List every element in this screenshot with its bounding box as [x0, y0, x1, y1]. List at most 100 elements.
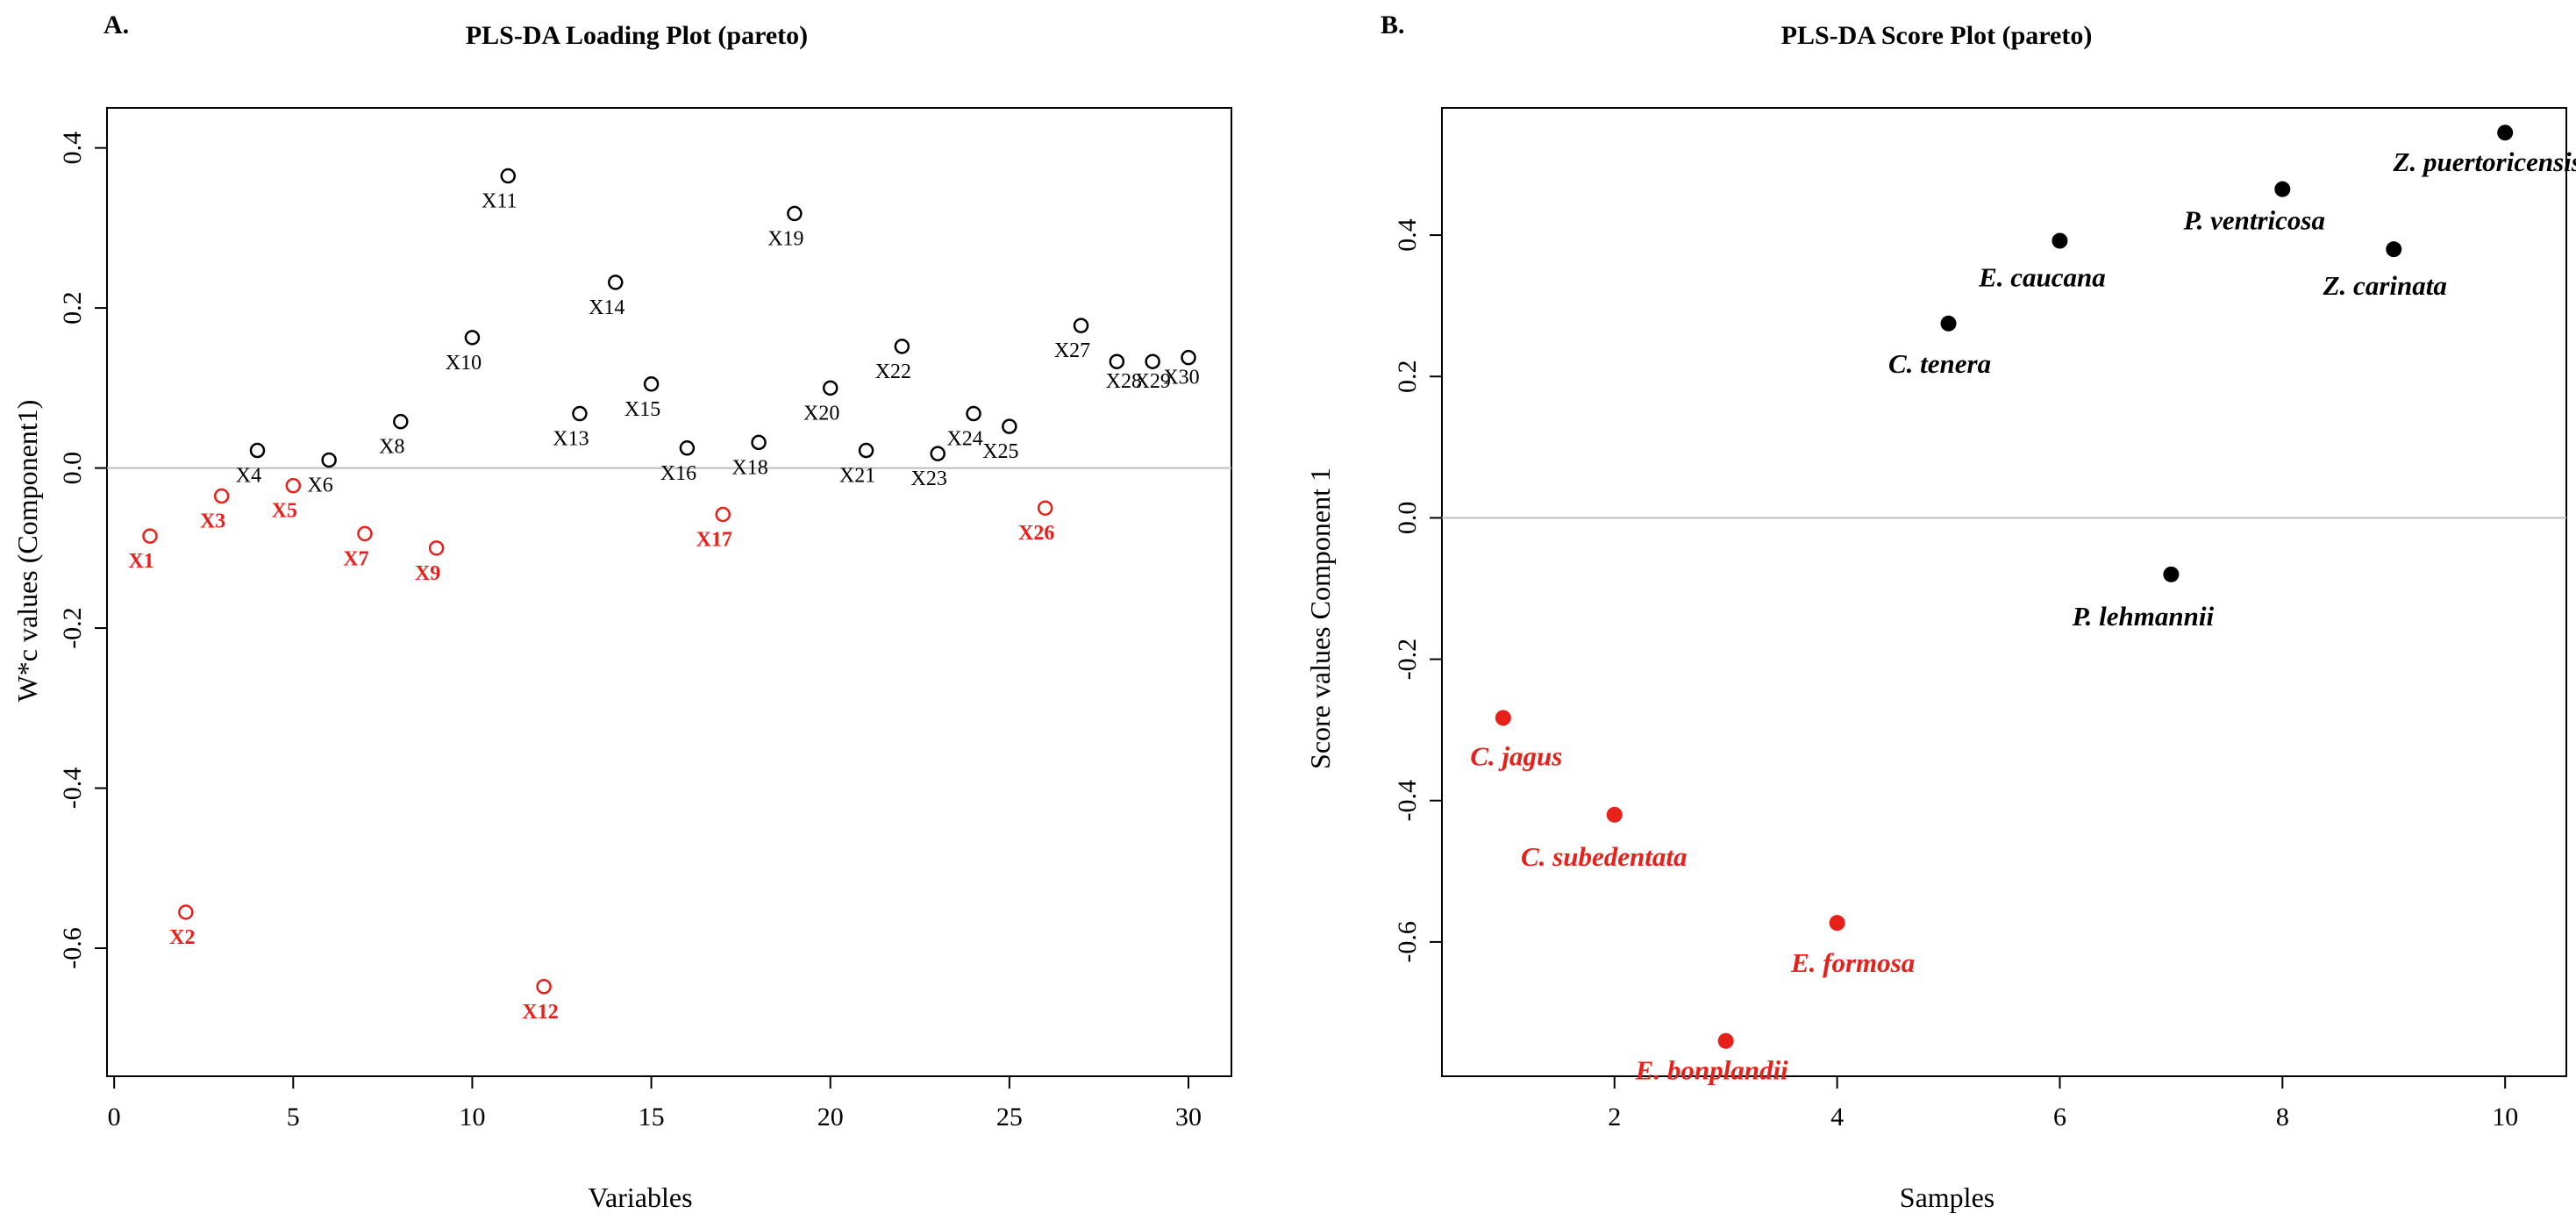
- score-plot-frame: [1441, 107, 2567, 1077]
- loading-plot-point-label: X12: [522, 1001, 558, 1024]
- loading-plot-point-label: X18: [731, 456, 767, 479]
- loading-plot-point: [1109, 353, 1125, 369]
- loading-plot-y-axis-label: W*c values (Component1): [11, 400, 43, 703]
- loading-plot-title: PLS-DA Loading Plot (pareto): [466, 21, 808, 50]
- score-plot-point-label: P. lehmannii: [2072, 601, 2215, 632]
- loading-plot-point: [536, 979, 552, 995]
- loading-plot-point: [357, 525, 373, 542]
- score-plot-point-label: C. subedentata: [1521, 841, 1687, 872]
- score-plot-point-label: C. tenera: [1888, 348, 1991, 379]
- loading-plot-point: [822, 380, 838, 396]
- score-plot-point-label: C. jagus: [1470, 740, 1562, 771]
- panel-b-letter: B.: [1381, 11, 1405, 39]
- loading-plot-point-label: X5: [272, 500, 297, 523]
- loading-plot-panel: A. PLS-DA Loading Plot (pareto) Variable…: [11, 11, 1232, 1213]
- loading-plot-axes: 0 5 10 15 20 25 30 -0.6 -0.4 -0.2 0.0 0.2 0.4: [58, 132, 1231, 1132]
- loading-plot-point-label: X2: [169, 926, 195, 949]
- loading-plot-point-label: X6: [307, 474, 332, 496]
- score-plot-x-tick-label: 4: [1830, 1103, 1844, 1132]
- loading-plot-point: [572, 405, 588, 422]
- score-plot-x-axis-label: Samples: [1900, 1182, 1994, 1213]
- loading-plot-point: [608, 275, 624, 290]
- loading-plot-point: [321, 452, 337, 468]
- loading-plot-x-tick-label: 30: [1175, 1103, 1202, 1132]
- loading-plot-point: [930, 446, 945, 461]
- score-plot-point: [2274, 181, 2291, 197]
- score-plot-point-label: Z. puertoricensis: [2393, 146, 2576, 177]
- loading-plot-point: [679, 440, 696, 456]
- score-plot-point: [2386, 241, 2402, 258]
- loading-plot-y-tick-label: -0.2: [58, 607, 87, 649]
- loading-plot-point: [213, 488, 230, 504]
- score-plot-point-label: E. caucana: [1978, 261, 2106, 292]
- loading-plot-point: [966, 405, 981, 422]
- score-plot-x-tick-label: 10: [2492, 1103, 2518, 1132]
- score-plot-y-tick-label: -0.6: [1393, 921, 1422, 963]
- loading-plot-point: [178, 904, 194, 920]
- score-plot-y-tick-label: -0.2: [1393, 639, 1422, 681]
- loading-plot-x-tick-label: 25: [996, 1103, 1023, 1132]
- loading-plot-x-tick-label: 15: [639, 1103, 665, 1132]
- score-plot-point: [1717, 1032, 1734, 1049]
- loading-plot-point-label: X11: [482, 190, 517, 213]
- score-plot-point: [1940, 315, 1957, 332]
- loading-plot-point: [1181, 349, 1196, 366]
- loading-plot-point: [1145, 353, 1160, 369]
- score-plot-points: C. jagus C. subedentata E. bonplandii E. fo…: [1470, 125, 2576, 1086]
- loading-plot-point: [428, 540, 445, 556]
- loading-plot-point: [858, 442, 874, 459]
- loading-plot-point-label: X19: [767, 227, 803, 250]
- loading-plot-frame: [106, 107, 1232, 1077]
- score-plot-point: [1495, 710, 1511, 726]
- score-plot-panel: B. PLS-DA Score Plot (pareto) Samples Sc…: [1304, 11, 2576, 1213]
- score-plot-point-label: E. bonplandii: [1635, 1055, 1788, 1086]
- score-plot-axes: 2 4 6 8 10 -0.6 -0.4 -0.2 0.0 0.2 0.4: [1393, 218, 2566, 1132]
- score-plot-point: [2052, 232, 2068, 249]
- score-plot-x-tick-label: 8: [2276, 1103, 2289, 1132]
- score-plot-y-tick-label: 0.0: [1393, 502, 1422, 535]
- loading-plot-point-label: X13: [553, 428, 589, 451]
- loading-plot-point-label: X26: [1018, 522, 1054, 545]
- loading-plot-point-label: X28: [1106, 370, 1142, 393]
- loading-plot-point-label: X29: [1135, 370, 1171, 393]
- loading-plot-point: [1073, 318, 1089, 333]
- loading-plot-point: [643, 376, 660, 392]
- score-plot-point-label: Z. carinata: [2323, 270, 2447, 301]
- loading-plot-point-label: X23: [911, 468, 947, 490]
- score-plot-title: PLS-DA Score Plot (pareto): [1781, 21, 2093, 50]
- loading-plot-points: X1 X2 X3 X4 X5 X6 X7 X8 X9 X10 X11 X12 X13 X14 X15 X16 X…: [128, 168, 1200, 1024]
- loading-plot-y-tick-label: 0.0: [58, 452, 87, 485]
- score-plot-point-label: P. ventricosa: [2183, 205, 2325, 236]
- score-plot-point: [1829, 915, 1845, 932]
- score-plot-y-axis-label: Score values Component 1: [1304, 468, 1336, 769]
- loading-plot-point-label: X17: [696, 528, 732, 551]
- loading-plot-point-label: X10: [446, 352, 482, 375]
- loading-plot-point: [715, 506, 731, 523]
- panel-a-letter: A.: [103, 11, 129, 39]
- loading-plot-point-label: X8: [379, 436, 404, 459]
- loading-plot-point-label: X4: [236, 465, 261, 488]
- loading-plot-point: [249, 442, 266, 459]
- loading-plot-point-label: X27: [1054, 339, 1090, 362]
- loading-plot-y-tick-label: 0.2: [58, 291, 87, 325]
- loading-plot-point-label: X14: [589, 296, 624, 319]
- score-plot-x-tick-label: 6: [2053, 1103, 2066, 1132]
- loading-plot-point-label: X24: [946, 428, 982, 451]
- loading-plot-point: [142, 528, 158, 544]
- loading-plot-y-tick-label: -0.4: [58, 768, 87, 810]
- loading-plot-point: [787, 205, 803, 222]
- loading-plot-point-label: X16: [660, 462, 696, 485]
- loading-plot-x-tick-label: 10: [459, 1103, 485, 1132]
- score-plot-y-tick-label: 0.4: [1393, 218, 1422, 252]
- loading-plot-point: [1002, 418, 1017, 434]
- loading-plot-point-label: X1: [128, 550, 153, 573]
- loading-plot-point-label: X30: [1163, 367, 1199, 389]
- loading-plot-x-tick-label: 0: [108, 1103, 121, 1132]
- loading-plot-point: [393, 413, 409, 430]
- loading-plot-point-label: X15: [624, 398, 660, 421]
- loading-plot-point-label: X22: [875, 361, 911, 383]
- loading-plot-point-label: X3: [200, 510, 225, 533]
- loading-plot-point-label: X21: [839, 465, 875, 488]
- score-plot-y-tick-label: 0.2: [1393, 360, 1422, 393]
